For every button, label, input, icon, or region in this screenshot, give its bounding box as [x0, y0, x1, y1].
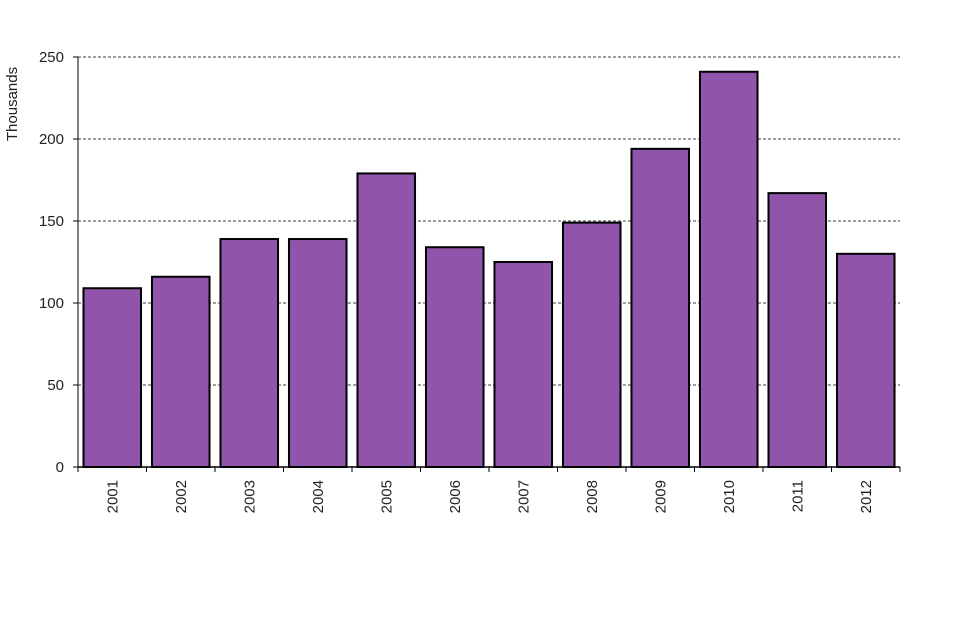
bar-2002	[150, 275, 211, 469]
bar-2008	[561, 221, 622, 468]
x-tick-label: 2009	[652, 480, 669, 513]
bar-2010	[698, 70, 759, 468]
x-tick-label: 2011	[789, 480, 806, 512]
x-tick-label: 2001	[104, 480, 121, 513]
bar-2005	[356, 172, 417, 468]
axes: 0 50 100 150 200 250 2001 2002 2003 2004 2005 2006 2…	[39, 49, 901, 513]
y-tick-label: 200	[39, 131, 64, 148]
y-axis-title: Thousands	[4, 67, 21, 141]
y-tick-label: 250	[39, 49, 64, 66]
bar-2006	[424, 246, 485, 468]
x-tick-label: 2005	[378, 480, 395, 513]
y-tick-label: 150	[39, 213, 64, 230]
bar-2003	[219, 238, 280, 468]
x-tick-label: 2003	[241, 480, 258, 513]
x-tick-label: 2004	[310, 480, 327, 513]
gridlines	[78, 56, 900, 386]
x-tick-label: 2010	[721, 480, 738, 513]
bar-2001	[82, 287, 143, 468]
x-tick-label: 2006	[447, 480, 464, 513]
x-tick-label: 2007	[515, 480, 532, 513]
y-tick-label: 100	[39, 295, 64, 312]
y-tick-label: 50	[47, 377, 64, 394]
bar-2012	[835, 252, 896, 468]
x-tick-label: 2012	[858, 480, 875, 513]
bar-2007	[493, 261, 554, 468]
bars	[82, 70, 896, 469]
bar-2009	[630, 147, 691, 468]
bar-2011	[767, 192, 828, 468]
x-tick-label: 2002	[173, 480, 190, 513]
y-tick-label: 0	[56, 459, 64, 476]
bar-2004	[287, 238, 348, 468]
x-tick-label: 2008	[584, 480, 601, 513]
